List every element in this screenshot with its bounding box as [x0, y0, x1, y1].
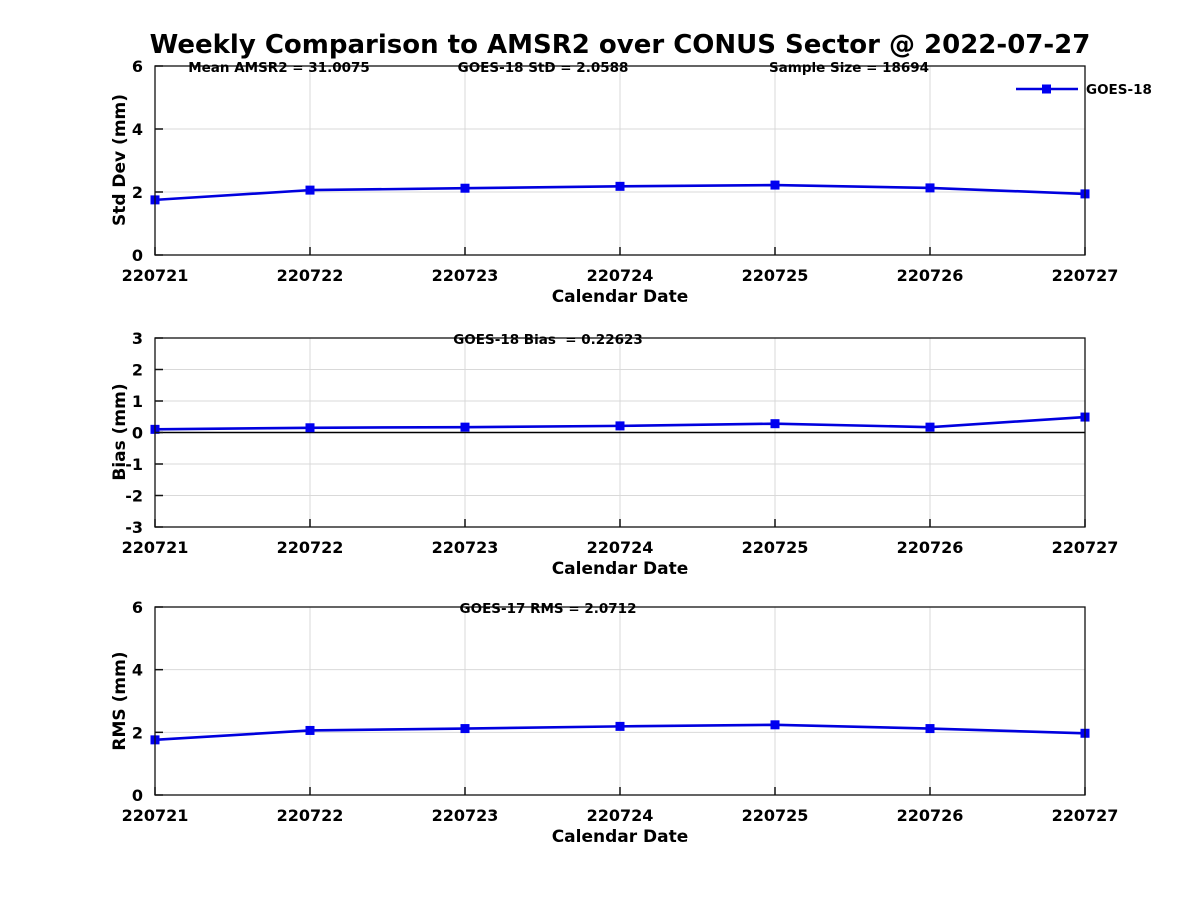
gridlines [155, 338, 1085, 527]
legend: GOES-18 [1016, 82, 1152, 98]
data-point-marker [925, 724, 935, 734]
x-tick-label: 220727 [1052, 538, 1119, 557]
tick-labels: 220721 220722 220723 220724 220725 220726 2207… [122, 598, 1119, 825]
x-tick-label: 220724 [587, 806, 654, 825]
x-tick-label: 220721 [122, 806, 189, 825]
panel-std-dev: 220721 220722 220723 220724 220725 220726 2207… [110, 57, 1152, 307]
y-tick-label: 2 [132, 361, 143, 380]
data-point-marker [770, 720, 780, 730]
data-point-marker [770, 180, 780, 190]
y-tick-label: 4 [132, 120, 143, 139]
x-tick-label: 220724 [587, 538, 654, 557]
tick-labels: 220721 220722 220723 220724 220725 220726 2207… [122, 57, 1119, 285]
x-axis-label-calendar-date: Calendar Date [552, 827, 689, 847]
y-axis-label-bias: Bias (mm) [110, 383, 130, 480]
x-tick-label: 220727 [1052, 806, 1119, 825]
x-tick-label: 220726 [897, 538, 964, 557]
tick-labels: 220721 220722 220723 220724 220725 220726 2207… [122, 329, 1119, 557]
annotation-goes17-rms: GOES-17 RMS = 2.0712 [460, 601, 637, 617]
figure-title: Weekly Comparison to AMSR2 over CONUS Se… [150, 30, 1091, 60]
data-point-marker [305, 423, 315, 433]
panel-bias: 220721 220722 220723 220724 220725 220726 2207… [110, 329, 1118, 579]
x-tick-label: 220727 [1052, 266, 1119, 285]
y-tick-label: 6 [132, 598, 143, 617]
x-tick-label: 220722 [277, 806, 344, 825]
x-tick-label: 220721 [122, 538, 189, 557]
tick-marks [154, 337, 1086, 528]
annotation-goes18-std: GOES-18 StD = 2.0588 [458, 60, 629, 76]
y-tick-label: 2 [132, 183, 143, 202]
annotation-mean-amsr2: Mean AMSR2 = 31.0075 [188, 60, 370, 76]
x-tick-label: 220726 [897, 806, 964, 825]
y-axis-label-stddev: Std Dev (mm) [110, 94, 130, 226]
x-axis-label-calendar-date: Calendar Date [552, 559, 689, 579]
x-tick-label: 220723 [432, 266, 499, 285]
x-tick-label: 220721 [122, 266, 189, 285]
y-tick-label: 3 [132, 329, 143, 348]
panel-rms: 220721 220722 220723 220724 220725 220726 2207… [110, 598, 1118, 847]
x-tick-label: 220726 [897, 266, 964, 285]
y-axis-label-rms: RMS (mm) [110, 651, 130, 750]
data-point-marker [925, 422, 935, 432]
y-tick-label: 0 [132, 424, 143, 443]
data-point-marker [460, 724, 470, 734]
x-tick-label: 220723 [432, 806, 499, 825]
data-point-marker [615, 721, 625, 731]
annotation-goes18-bias: GOES-18 Bias = 0.22623 [453, 332, 643, 348]
tick-marks [154, 65, 1086, 256]
gridlines [155, 607, 1085, 795]
y-tick-label: 6 [132, 57, 143, 76]
data-point-marker [460, 183, 470, 193]
x-tick-label: 220723 [432, 538, 499, 557]
y-tick-label: -2 [125, 487, 143, 506]
x-tick-label: 220725 [742, 806, 809, 825]
y-tick-label: -1 [125, 455, 143, 474]
legend-label-goes18: GOES-18 [1086, 82, 1152, 98]
legend-square-marker-icon [1042, 84, 1051, 94]
data-point-marker [460, 422, 470, 432]
y-tick-label: -3 [125, 518, 143, 537]
gridlines [155, 66, 1085, 255]
x-tick-label: 220722 [277, 538, 344, 557]
y-tick-label: 4 [132, 661, 143, 680]
x-tick-label: 220725 [742, 538, 809, 557]
data-point-marker [615, 421, 625, 431]
data-point-marker [615, 181, 625, 191]
y-tick-label: 2 [132, 723, 143, 742]
tick-marks [154, 606, 1086, 796]
data-point-marker [305, 185, 315, 195]
data-point-marker [305, 725, 315, 735]
x-tick-label: 220725 [742, 266, 809, 285]
x-tick-label: 220722 [277, 266, 344, 285]
y-tick-label: 0 [132, 786, 143, 805]
y-tick-label: 0 [132, 246, 143, 265]
x-tick-label: 220724 [587, 266, 654, 285]
x-axis-label-calendar-date: Calendar Date [552, 287, 689, 307]
y-tick-label: 1 [132, 392, 143, 411]
annotation-sample-size: Sample Size = 18694 [769, 60, 929, 76]
data-point-marker [925, 183, 935, 193]
data-point-marker [770, 419, 780, 429]
